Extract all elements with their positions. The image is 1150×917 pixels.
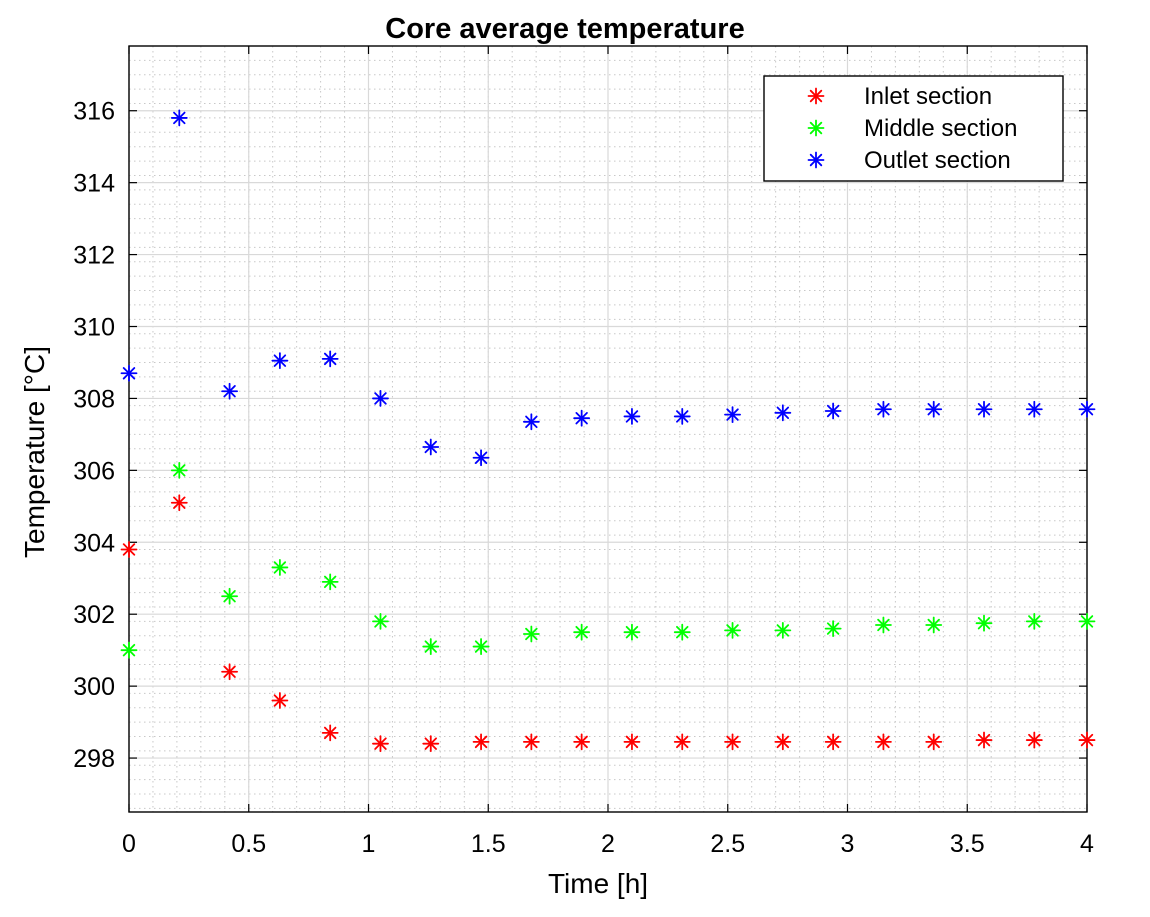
data-point-inlet-section xyxy=(271,692,289,709)
y-tick-label: 314 xyxy=(73,170,115,198)
x-tick-label: 3 xyxy=(841,830,855,858)
data-point-inlet-section xyxy=(1025,731,1043,749)
data-point-outlet-section xyxy=(975,400,993,418)
data-point-middle-section xyxy=(673,623,691,641)
data-point-middle-section xyxy=(573,623,591,641)
data-point-middle-section xyxy=(170,461,188,479)
data-point-outlet-section xyxy=(824,402,842,420)
data-point-outlet-section xyxy=(120,364,138,382)
data-point-middle-section xyxy=(372,612,389,630)
data-point-inlet-section xyxy=(1078,731,1096,749)
y-tick-label: 300 xyxy=(73,673,115,701)
data-point-middle-section xyxy=(522,625,540,643)
x-tick-label: 1.5 xyxy=(471,830,506,858)
data-point-outlet-section xyxy=(321,350,339,368)
y-tick-label: 316 xyxy=(73,98,115,126)
legend: Inlet section Middle section Outlet sectio… xyxy=(763,75,1064,182)
data-point-middle-section xyxy=(221,587,238,605)
data-point-middle-section xyxy=(875,616,892,634)
data-point-middle-section xyxy=(271,559,289,576)
y-tick-label: 298 xyxy=(73,745,115,773)
legend-label-middle-section: Middle section xyxy=(864,115,1017,142)
data-point-inlet-section xyxy=(422,735,440,753)
data-point-inlet-section xyxy=(573,733,591,751)
data-point-middle-section xyxy=(120,641,138,659)
data-point-outlet-section xyxy=(522,413,540,431)
data-point-outlet-section xyxy=(774,404,792,422)
data-point-inlet-section xyxy=(170,494,188,512)
data-point-middle-section xyxy=(1078,612,1096,630)
data-point-middle-section xyxy=(472,638,490,655)
data-point-outlet-section xyxy=(623,408,641,425)
y-axis: 298 300 302 304 306 308 310 312 314 316 xyxy=(73,98,1087,773)
data-point-middle-section xyxy=(422,638,440,655)
data-points xyxy=(120,109,1096,753)
data-point-outlet-section xyxy=(221,382,238,400)
x-tick-label: 3.5 xyxy=(950,830,985,858)
data-point-inlet-section xyxy=(321,724,339,742)
data-point-outlet-section xyxy=(372,390,389,407)
data-point-middle-section xyxy=(774,621,792,639)
data-point-inlet-section xyxy=(472,733,490,751)
y-tick-label: 310 xyxy=(73,314,115,342)
data-point-outlet-section xyxy=(1025,400,1043,418)
data-point-outlet-section xyxy=(573,409,591,427)
y-tick-label: 308 xyxy=(73,385,115,413)
data-point-inlet-section xyxy=(673,733,691,751)
data-point-outlet-section xyxy=(472,449,490,467)
data-point-inlet-section xyxy=(120,541,138,558)
x-tick-label: 0.5 xyxy=(231,830,266,858)
x-tick-label: 1 xyxy=(362,830,376,858)
data-point-inlet-section xyxy=(522,733,540,751)
x-tick-label: 0 xyxy=(122,830,136,858)
legend-marker-inlet-section xyxy=(807,87,825,105)
x-axis-label: Time [h] xyxy=(548,868,648,899)
legend-marker-outlet-section xyxy=(807,151,825,169)
x-axis: 0 0.5 1 1.5 2 2.5 3 3.5 4 xyxy=(122,46,1094,858)
data-point-inlet-section xyxy=(623,733,641,751)
x-tick-label: 4 xyxy=(1080,830,1094,858)
data-point-inlet-section xyxy=(925,733,943,751)
data-point-outlet-section xyxy=(925,400,943,418)
x-tick-label: 2.5 xyxy=(710,830,745,858)
data-point-middle-section xyxy=(975,614,993,632)
legend-label-inlet-section: Inlet section xyxy=(864,83,992,110)
data-point-outlet-section xyxy=(673,408,691,425)
data-point-inlet-section xyxy=(221,663,238,681)
y-axis-label: Temperature [°C] xyxy=(19,346,50,558)
data-point-inlet-section xyxy=(774,733,792,751)
data-point-outlet-section xyxy=(271,352,289,370)
y-tick-label: 312 xyxy=(73,242,115,270)
data-point-middle-section xyxy=(321,573,339,591)
data-point-middle-section xyxy=(925,616,943,634)
y-tick-label: 306 xyxy=(73,457,115,485)
data-point-middle-section xyxy=(724,621,741,639)
data-point-middle-section xyxy=(1025,612,1043,630)
data-point-middle-section xyxy=(623,623,641,641)
x-tick-label: 2 xyxy=(601,830,615,858)
y-tick-label: 302 xyxy=(73,601,115,629)
data-point-outlet-section xyxy=(724,406,741,424)
data-point-outlet-section xyxy=(422,438,440,456)
data-point-inlet-section xyxy=(875,733,892,751)
data-point-inlet-section xyxy=(975,731,993,749)
legend-label-outlet-section: Outlet section xyxy=(864,147,1011,174)
data-point-inlet-section xyxy=(824,733,842,751)
y-tick-label: 304 xyxy=(73,529,115,557)
data-point-outlet-section xyxy=(170,109,188,127)
data-point-outlet-section xyxy=(875,400,892,418)
data-point-outlet-section xyxy=(1078,400,1096,418)
data-point-inlet-section xyxy=(372,735,389,753)
data-point-middle-section xyxy=(824,620,842,637)
legend-marker-middle-section xyxy=(807,119,825,137)
data-point-inlet-section xyxy=(724,733,741,751)
chart-title: Core average temperature xyxy=(385,13,744,45)
